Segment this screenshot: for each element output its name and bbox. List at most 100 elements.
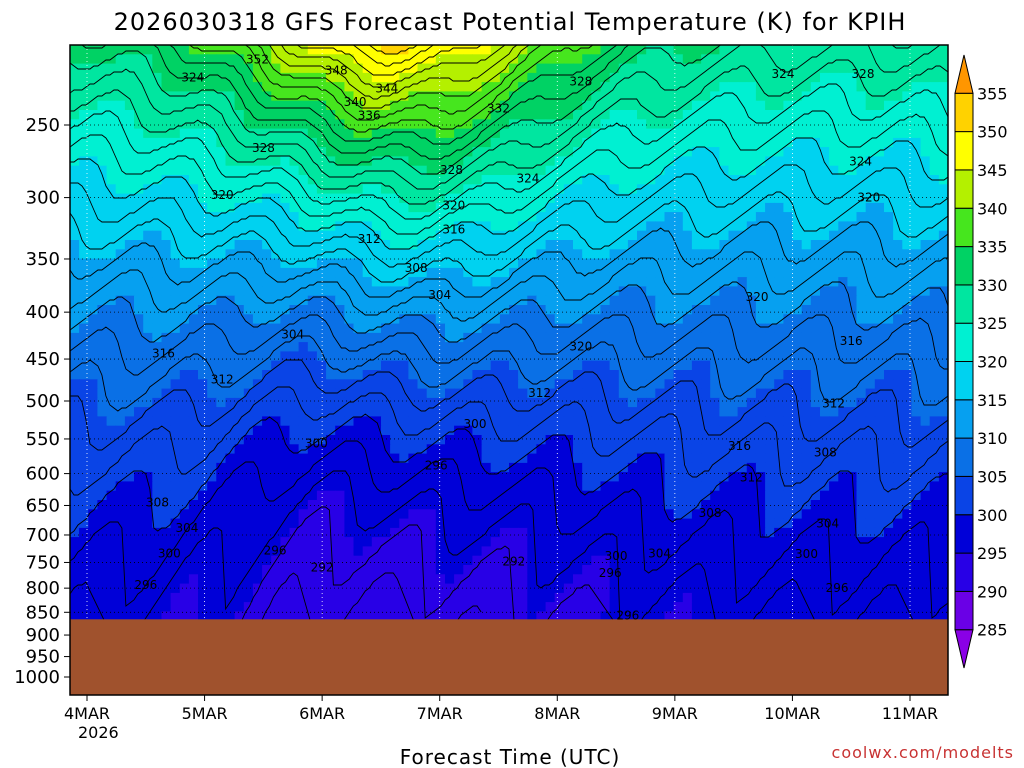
field-cell (124, 360, 135, 371)
field-cell (252, 156, 263, 167)
field-cell (774, 462, 784, 473)
field-cell (701, 249, 711, 260)
field-cell (344, 444, 355, 455)
field-cell (490, 212, 501, 222)
field-cell (326, 147, 336, 157)
field-cell (884, 267, 894, 278)
field-cell (198, 202, 208, 213)
field-cell (134, 490, 144, 501)
field-cell (527, 425, 537, 436)
field-cell (88, 314, 98, 325)
field-cell (902, 230, 912, 241)
field-cell (682, 444, 693, 455)
field-cell (216, 388, 226, 399)
field-cell (545, 295, 556, 306)
field-cell (655, 397, 665, 408)
field-cell (545, 212, 556, 222)
field-cell (408, 379, 419, 390)
field-cell (691, 314, 702, 325)
field-cell (509, 45, 519, 55)
field-cell (115, 518, 126, 529)
field-cell (646, 110, 656, 120)
field-cell (874, 500, 885, 510)
field-cell (737, 267, 748, 278)
field-cell (820, 435, 830, 445)
field-cell (774, 212, 784, 222)
field-cell (902, 63, 912, 74)
field-cell (115, 54, 126, 65)
field-cell (225, 212, 236, 222)
field-cell (463, 370, 473, 380)
field-cell (765, 137, 775, 148)
field-cell (225, 509, 236, 520)
field-cell (143, 342, 153, 352)
field-cell (390, 91, 400, 102)
field-cell (435, 305, 446, 315)
field-cell (518, 379, 528, 390)
field-cell (618, 435, 629, 445)
field-cell (143, 509, 153, 520)
field-cell (262, 490, 272, 501)
field-cell (399, 472, 409, 482)
field-cell (399, 82, 409, 92)
field-cell (554, 518, 565, 529)
field-cell (664, 249, 675, 260)
field-cell (884, 351, 894, 362)
field-cell (161, 165, 172, 176)
field-cell (106, 351, 117, 362)
field-cell (316, 240, 327, 250)
field-cell (929, 286, 940, 297)
field-cell (371, 45, 382, 55)
field-cell (335, 388, 345, 399)
field-cell (527, 342, 537, 352)
field-cell (865, 119, 876, 130)
field-cell (573, 175, 583, 185)
field-cell (481, 258, 492, 269)
field-cell (801, 221, 812, 232)
field-cell (884, 82, 894, 92)
field-cell (499, 453, 510, 464)
field-cell (865, 397, 876, 408)
field-cell (847, 481, 858, 492)
field-cell (710, 462, 720, 473)
field-cell (307, 258, 318, 269)
field-cell (701, 110, 711, 120)
field-cell (472, 267, 483, 278)
field-cell (79, 500, 89, 510)
field-cell (152, 82, 162, 92)
field-cell (70, 351, 80, 362)
field-cell (627, 110, 638, 120)
field-cell (673, 212, 684, 222)
field-cell (563, 416, 574, 427)
field-cell (188, 202, 199, 213)
field-cell (554, 397, 565, 408)
field-cell (865, 295, 876, 306)
field-cell (70, 397, 80, 408)
field-cell (600, 509, 611, 520)
field-cell (874, 435, 885, 445)
field-cell (591, 500, 601, 510)
field-cell (563, 342, 574, 352)
field-cell (627, 147, 638, 157)
field-cell (920, 453, 931, 464)
field-cell (746, 286, 757, 297)
field-cell (472, 110, 483, 120)
field-cell (774, 425, 784, 436)
field-cell (509, 110, 519, 120)
field-cell (445, 332, 455, 343)
field-cell (417, 342, 428, 352)
field-cell (518, 342, 528, 352)
field-cell (637, 72, 647, 83)
field-cell (765, 500, 775, 510)
field-cell (79, 472, 89, 482)
field-cell (326, 230, 336, 241)
field-cell (682, 435, 693, 445)
field-cell (381, 370, 391, 380)
field-cell (573, 295, 583, 306)
field-cell (463, 295, 473, 306)
field-cell (609, 305, 620, 315)
field-cell (728, 370, 739, 380)
field-cell (820, 379, 830, 390)
field-cell (179, 258, 190, 269)
field-cell (682, 267, 693, 278)
